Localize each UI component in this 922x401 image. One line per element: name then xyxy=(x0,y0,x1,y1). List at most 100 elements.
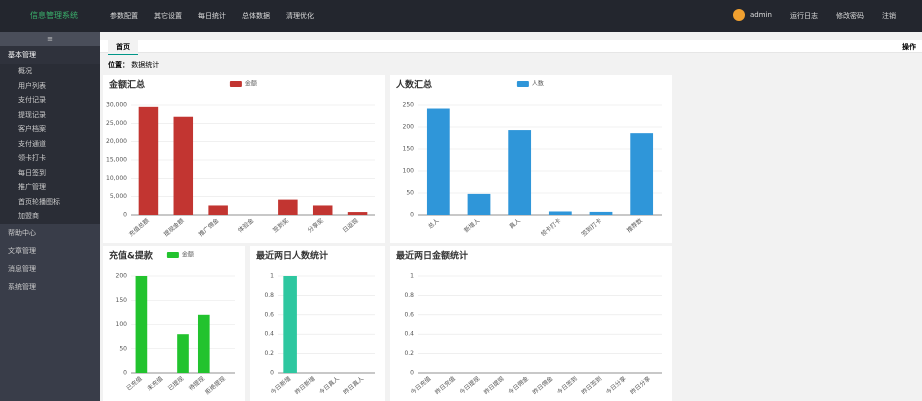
bar xyxy=(208,205,228,215)
x-tick-label: 昨日真人 xyxy=(342,375,366,397)
menu-group[interactable]: 文章管理 xyxy=(8,246,36,255)
y-tick-label: 100 xyxy=(116,321,128,328)
legend-swatch xyxy=(516,81,529,87)
nav-item[interactable]: 每日统计 xyxy=(198,12,226,20)
nav-item[interactable]: 总体数据 xyxy=(242,12,270,20)
bar xyxy=(426,108,450,215)
legend-swatch xyxy=(166,252,179,258)
y-tick-label: 0 xyxy=(270,370,274,377)
menu-group[interactable]: 基本管理 xyxy=(0,46,100,64)
menu-item[interactable]: 领卡打卡 xyxy=(0,151,100,166)
chart-title: 最近两日人数统计 xyxy=(256,250,328,262)
legend-swatch xyxy=(229,81,242,87)
menu-item[interactable]: 加盟商 xyxy=(0,209,100,224)
bar xyxy=(173,116,194,215)
y-tick-label: 150 xyxy=(116,297,128,304)
x-tick-label: 签到奖 xyxy=(271,217,290,235)
y-tick-label: 0.8 xyxy=(404,292,414,299)
menu: 基本管理 概况 用户列表 支付记录 提现记录 客户档案 支付通道 领卡打卡 每日签到 推广管理 首页… xyxy=(0,46,100,296)
x-tick-label: 充值总额 xyxy=(127,217,151,239)
menu-item[interactable]: 提现记录 xyxy=(0,107,100,122)
y-tick-label: 0.2 xyxy=(264,350,274,357)
user-link[interactable]: 运行日志 xyxy=(790,12,818,20)
chart-panel xyxy=(103,246,245,401)
sidebar: ≡ 基本管理 概况 用户列表 支付记录 提现记录 客户档案 支付通道 领卡打卡 每日签到 推广管理… xyxy=(0,32,100,401)
menu-item[interactable]: 用户列表 xyxy=(0,78,100,93)
y-tick-label: 0.8 xyxy=(264,292,274,299)
x-tick-label: 今日新增 xyxy=(269,375,293,397)
x-tick-label: 昨日提现 xyxy=(482,375,506,397)
legend-label: 人数 xyxy=(532,80,544,88)
menu-item[interactable]: 概况 xyxy=(0,64,100,79)
x-tick-label: 已提现 xyxy=(166,375,185,393)
menu-item[interactable]: 客户档案 xyxy=(0,122,100,137)
x-tick-label: 未充值 xyxy=(146,375,165,393)
y-tick-label: 1 xyxy=(270,273,274,280)
y-tick-label: 0 xyxy=(410,212,414,219)
user-name[interactable]: admin xyxy=(750,11,772,19)
y-tick-label: 0.4 xyxy=(264,331,274,338)
breadcrumb-current: 数据统计 xyxy=(131,61,160,69)
chart-panel xyxy=(390,246,672,401)
legend-label: 金额 xyxy=(245,80,257,88)
x-tick-label: 今日佣金 xyxy=(507,375,531,397)
bar xyxy=(283,276,297,373)
menu-item[interactable]: 每日签到 xyxy=(0,165,100,180)
logo: 信息管理系统 xyxy=(30,11,78,20)
x-tick-label: 今日签到 xyxy=(555,375,579,397)
tab-bar: 首页 操作 xyxy=(100,40,922,55)
y-tick-label: 0.4 xyxy=(404,331,414,338)
bar xyxy=(197,314,210,373)
menu-toggle[interactable]: ≡ xyxy=(0,32,100,46)
x-tick-label: 昨日佣金 xyxy=(531,375,555,397)
y-tick-label: 20,000 xyxy=(106,138,127,145)
avatar xyxy=(733,9,745,21)
x-tick-label: 签到打卡 xyxy=(580,217,604,239)
y-tick-label: 50 xyxy=(119,345,127,352)
menu-item[interactable]: 支付记录 xyxy=(0,93,100,108)
y-tick-label: 15,000 xyxy=(106,157,127,164)
nav-item[interactable]: 清理优化 xyxy=(286,12,314,20)
chart-title: 最近两日金额统计 xyxy=(396,250,468,262)
menu-group[interactable]: 系统管理 xyxy=(8,282,36,291)
user-link[interactable]: 修改密码 xyxy=(836,12,864,20)
user-link[interactable]: 注销 xyxy=(882,12,896,20)
y-tick-label: 10,000 xyxy=(106,175,127,182)
bar xyxy=(135,276,148,373)
x-tick-label: 总人 xyxy=(426,217,440,231)
bar xyxy=(138,106,159,215)
y-tick-label: 0 xyxy=(123,370,127,377)
y-tick-label: 5,000 xyxy=(110,193,127,200)
x-tick-label: 今日真人 xyxy=(317,375,341,397)
x-tick-label: 体验金 xyxy=(236,217,255,235)
bar xyxy=(508,130,532,215)
nav-item[interactable]: 参数配置 xyxy=(110,12,138,20)
y-tick-label: 0 xyxy=(410,370,414,377)
x-tick-label: 推荐数 xyxy=(625,217,644,235)
y-tick-label: 200 xyxy=(116,273,128,280)
nav-item[interactable]: 其它设置 xyxy=(154,12,182,20)
x-tick-label: 昨日分享 xyxy=(629,375,653,397)
breadcrumb-label: 位置： xyxy=(108,61,129,69)
menu-group[interactable]: 帮助中心 xyxy=(8,228,36,237)
x-tick-label: 拒绝提现 xyxy=(203,375,227,397)
bar xyxy=(278,199,298,215)
y-tick-label: 200 xyxy=(403,124,415,131)
menu-item[interactable]: 推广管理 xyxy=(0,180,100,195)
x-tick-label: 日返现 xyxy=(342,217,360,234)
legend-label: 金额 xyxy=(182,251,194,259)
bar xyxy=(630,133,654,215)
menu-item[interactable]: 首页轮播图标 xyxy=(0,194,100,209)
tab[interactable]: 首页 xyxy=(108,40,138,55)
x-tick-label: 今日充值 xyxy=(409,375,433,397)
x-tick-label: 推广佣金 xyxy=(197,217,221,239)
x-tick-label: 昨日新增 xyxy=(293,375,317,397)
x-tick-label: 新增人 xyxy=(462,217,481,235)
menu-item[interactable]: 支付通道 xyxy=(0,136,100,151)
tab-action[interactable]: 操作 xyxy=(902,43,916,51)
y-tick-label: 1 xyxy=(410,273,414,280)
x-tick-label: 领卡打卡 xyxy=(539,217,563,239)
menu-group[interactable]: 消息管理 xyxy=(8,264,36,273)
chart-title: 充值&提款 xyxy=(109,250,154,262)
